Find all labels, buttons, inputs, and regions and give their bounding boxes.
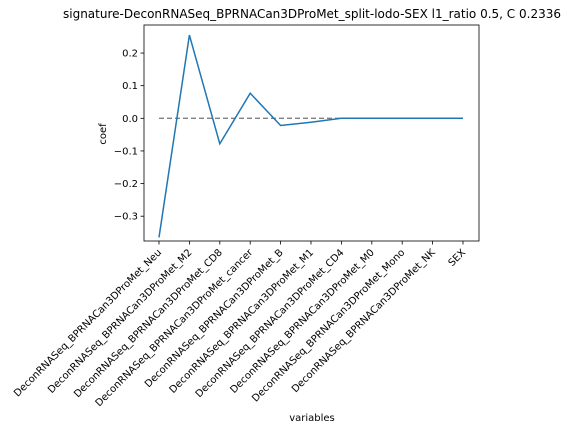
y-tick-label: 0.1 (122, 81, 138, 92)
x-tick-label: SEX (447, 247, 469, 269)
series-line-0 (158, 34, 463, 238)
y-tick-label: 0.0 (122, 114, 138, 125)
x-tick-label: DeconRNASeq_BPRNACan3DProMet_NK (290, 247, 438, 395)
chart-title: signature-DeconRNASeq_BPRNACan3DProMet_s… (63, 7, 561, 21)
y-axis-label: coef (98, 123, 109, 145)
x-axis-label: variables (289, 413, 335, 424)
y-tick-label: −0.1 (114, 146, 138, 157)
plot-frame (143, 24, 480, 242)
y-tick-label: −0.3 (114, 212, 138, 223)
y-tick-label: −0.2 (114, 179, 138, 190)
y-tick-label: 0.2 (122, 49, 138, 60)
